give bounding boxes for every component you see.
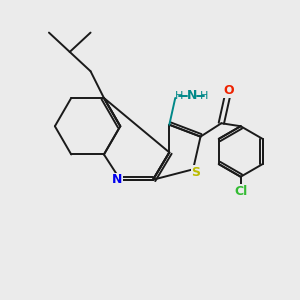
Text: S: S: [192, 166, 201, 179]
Text: Cl: Cl: [234, 185, 247, 198]
Text: N: N: [112, 173, 122, 186]
Text: O: O: [224, 84, 234, 97]
Text: N: N: [186, 89, 197, 102]
Text: H: H: [200, 91, 208, 100]
Text: H: H: [175, 91, 183, 100]
